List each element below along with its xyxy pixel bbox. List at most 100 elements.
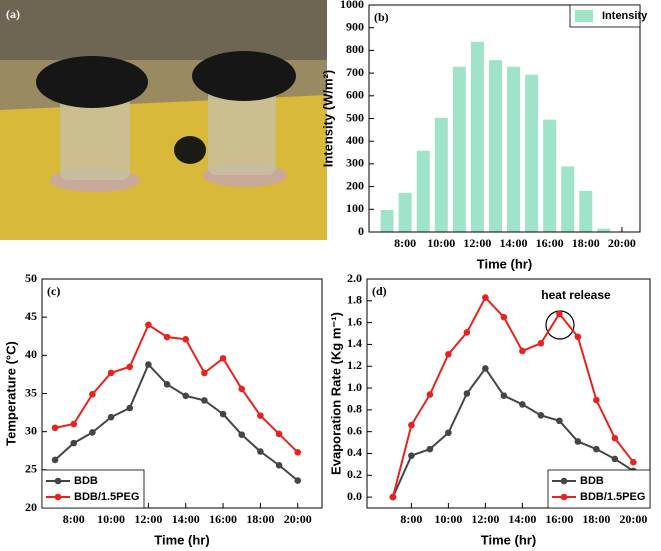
legend-marker xyxy=(54,493,62,501)
marker xyxy=(426,391,434,398)
photo-absorber xyxy=(192,51,296,101)
x-axis-title: Time (hr) xyxy=(477,256,532,271)
bar xyxy=(470,41,484,232)
marker xyxy=(126,363,134,371)
y-tick-label: 0 xyxy=(358,224,364,238)
marker xyxy=(238,385,246,393)
chart: 0.0 0.2 0.4 0.6 0.8 1.0 1.2 1.4 1.6 1.8 2.0 8:00 10:… xyxy=(328,271,651,547)
y-tick-label: 0.6 xyxy=(347,423,362,437)
x-tick-label: 14:00 xyxy=(172,512,200,526)
legend-label: BDB xyxy=(580,475,604,487)
y-tick-label: 1.4 xyxy=(347,336,362,350)
marker xyxy=(519,401,526,408)
y-tick-label: 0.2 xyxy=(347,467,362,481)
y-tick-label: 45 xyxy=(25,309,37,323)
x-tick-label: 16:00 xyxy=(209,512,237,526)
marker xyxy=(51,424,59,432)
marker xyxy=(574,438,582,445)
x-tick-label: 16:00 xyxy=(536,236,564,250)
chart: 0 100 200 300 400 500 600 700 800 900 1000 8:00 10:0… xyxy=(320,0,648,271)
line xyxy=(54,323,299,453)
y-tick-label: 200 xyxy=(346,178,364,192)
marker xyxy=(445,350,452,358)
y-axis-title: Intensity (W/m²) xyxy=(320,70,335,168)
marker xyxy=(163,381,171,388)
y-axis-title: Temperature (°C) xyxy=(3,341,18,446)
y-tick-label: 0.4 xyxy=(347,445,362,459)
y-tick-label: 40 xyxy=(25,347,37,361)
y-tick-label: 900 xyxy=(346,19,364,33)
line xyxy=(391,295,635,498)
marker xyxy=(500,313,508,321)
marker xyxy=(201,369,208,377)
x-tick-label: 10:00 xyxy=(434,512,462,526)
y-tick-label: 1.8 xyxy=(347,293,362,307)
legend-label: Intensity xyxy=(602,10,648,22)
x-tick-label: 8:00 xyxy=(63,512,85,526)
marker xyxy=(463,390,471,397)
marker xyxy=(182,392,190,400)
x-tick-label: 12:00 xyxy=(134,512,162,526)
y-tick-label: 50 xyxy=(25,271,37,285)
marker xyxy=(275,461,283,469)
x-axis-title: Time (hr) xyxy=(154,532,209,547)
y-tick-label: 300 xyxy=(346,156,364,170)
panel-label: (b) xyxy=(374,10,389,24)
marker xyxy=(294,477,302,484)
photo: (a) xyxy=(0,0,327,240)
legend-label: BDB xyxy=(74,475,98,487)
plot-frame xyxy=(368,4,641,233)
marker xyxy=(182,336,190,343)
marker xyxy=(275,430,283,438)
y-tick-label: 2.0 xyxy=(347,271,362,285)
y-tick-label: 30 xyxy=(25,423,37,437)
bar xyxy=(561,166,575,232)
marker xyxy=(463,329,471,336)
x-tick-label: 18:00 xyxy=(572,236,600,250)
marker xyxy=(556,417,563,425)
x-tick-label: 14:00 xyxy=(508,512,536,526)
x-tick-label: 10:00 xyxy=(427,236,455,250)
panel-label: (a) xyxy=(6,7,20,21)
x-axis-title: Time (hr) xyxy=(481,532,536,547)
panel-label: (d) xyxy=(372,284,387,298)
x-tick-label: 20:00 xyxy=(608,236,636,250)
plot-frame xyxy=(41,278,323,509)
marker xyxy=(89,429,96,436)
y-tick-label: 700 xyxy=(346,65,364,79)
legend-label: BDB/1.5PEG xyxy=(580,491,645,503)
x-tick-label: 10:00 xyxy=(97,512,125,526)
marker xyxy=(107,369,115,377)
bar xyxy=(543,119,557,232)
marker xyxy=(500,392,508,399)
y-tick-label: 600 xyxy=(346,88,364,102)
bar xyxy=(380,209,394,232)
marker xyxy=(519,347,526,355)
photo-wall xyxy=(0,0,327,60)
bar xyxy=(579,190,593,232)
x-tick-label: 16:00 xyxy=(545,512,573,526)
marker xyxy=(593,445,600,453)
marker xyxy=(537,340,545,347)
y-tick-label: 400 xyxy=(346,133,364,147)
marker xyxy=(611,434,619,442)
marker xyxy=(445,429,452,437)
y-tick-label: 100 xyxy=(346,201,364,215)
x-tick-label: 12:00 xyxy=(463,236,491,250)
marker xyxy=(482,294,489,301)
marker xyxy=(611,455,619,463)
marker xyxy=(294,448,302,456)
y-tick-label: 1000 xyxy=(340,0,364,11)
heat-release-callout: heat release xyxy=(541,288,611,340)
legend-box xyxy=(547,469,651,509)
marker xyxy=(219,355,227,362)
bar xyxy=(398,192,412,232)
marker xyxy=(201,397,208,404)
bar xyxy=(416,150,430,232)
marker xyxy=(238,431,246,439)
marker xyxy=(537,412,545,419)
legend-swatch xyxy=(575,10,593,22)
marker xyxy=(89,390,96,398)
x-tick-label: 18:00 xyxy=(582,512,610,526)
